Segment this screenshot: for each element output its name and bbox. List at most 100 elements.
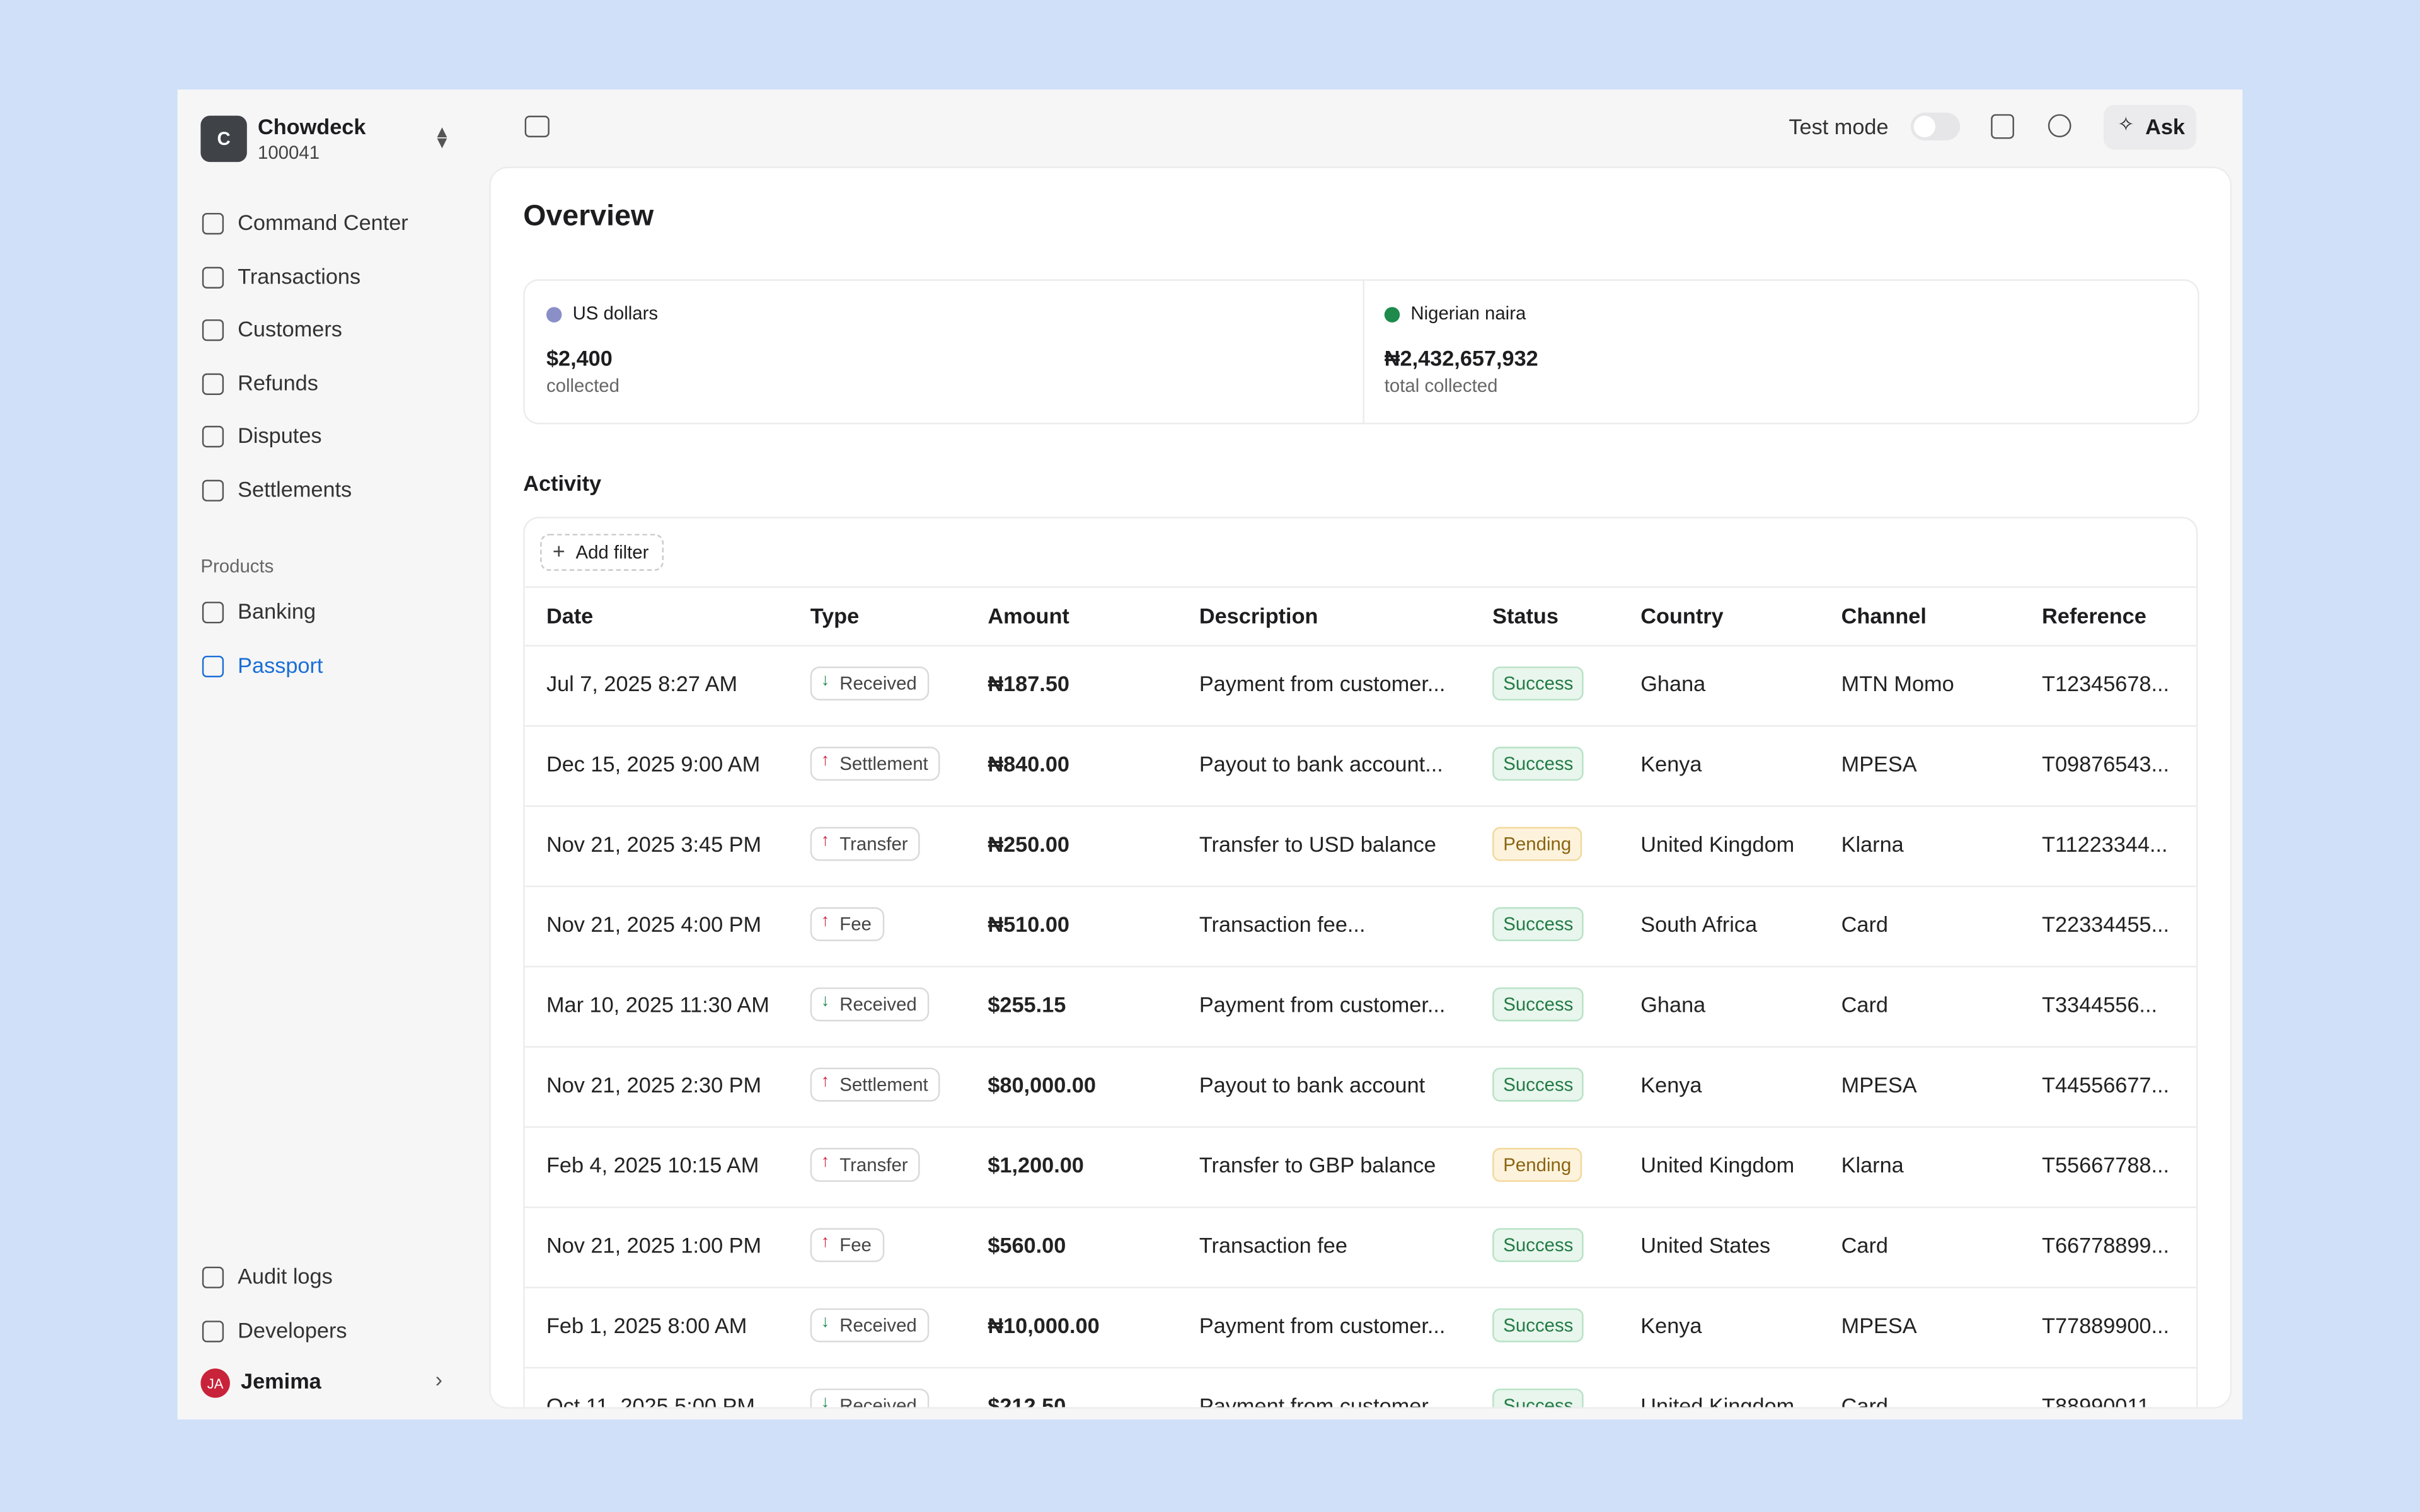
cell: MTN Momo bbox=[1841, 671, 1954, 696]
cell: Payment from customer... bbox=[1199, 1313, 1446, 1338]
nav-item[interactable]: Banking bbox=[238, 598, 316, 624]
type-pill: Received ↓ bbox=[810, 1389, 930, 1409]
cell: ₦10,000.00 bbox=[988, 1313, 1100, 1338]
nav-item[interactable]: Refunds bbox=[238, 369, 318, 394]
cell: $255.15 bbox=[988, 992, 1066, 1017]
cell: Payment from customer... bbox=[1199, 992, 1446, 1017]
ask-button[interactable]: Ask ✧ bbox=[2103, 105, 2196, 150]
column-header: Amount bbox=[988, 603, 1069, 628]
nav-item[interactable]: Passport bbox=[238, 651, 323, 677]
arrow: ↓ bbox=[821, 671, 830, 690]
section-title: Activity bbox=[523, 470, 602, 496]
add-filter-label: Add filter bbox=[575, 541, 649, 563]
cell: Transfer to GBP balance bbox=[1199, 1152, 1436, 1177]
cell: Payout to bank account... bbox=[1199, 751, 1443, 776]
cell: ₦840.00 bbox=[988, 751, 1069, 776]
nav-item[interactable]: Audit logs bbox=[238, 1263, 333, 1288]
icon bbox=[202, 655, 224, 677]
cell: Nov 21, 2025 4:00 PM bbox=[546, 912, 762, 937]
column-header: Type bbox=[810, 603, 860, 628]
status-pill: Success bbox=[1492, 907, 1584, 941]
type-pill: Settlement ↑ bbox=[810, 747, 941, 781]
cell: T22334455... bbox=[2042, 912, 2170, 937]
arrow: ↓ bbox=[821, 992, 830, 1011]
settings-button[interactable] bbox=[2048, 114, 2071, 137]
org-avatar: C bbox=[200, 115, 247, 163]
row-divider bbox=[524, 805, 2196, 807]
status-pill: Success bbox=[1492, 1067, 1584, 1102]
nav-item[interactable]: Command Center bbox=[238, 210, 408, 235]
cell: Nov 21, 2025 1:00 PM bbox=[546, 1232, 762, 1257]
nav-item[interactable]: Disputes bbox=[238, 423, 322, 448]
arrow: ↑ bbox=[821, 751, 830, 770]
cell: Card bbox=[1841, 1393, 1888, 1409]
org-name[interactable]: Chowdeck bbox=[257, 114, 366, 139]
type-pill: Fee ↑ bbox=[810, 1228, 884, 1263]
nav-item[interactable]: Developers bbox=[238, 1317, 347, 1342]
divider bbox=[1363, 280, 1364, 423]
cell: Payment from customer... bbox=[1199, 671, 1446, 696]
cell: Oct 11, 2025 5:00 PM bbox=[546, 1393, 755, 1409]
row-divider bbox=[524, 725, 2196, 727]
user-name[interactable]: Jemima bbox=[241, 1368, 321, 1394]
org-switch: ▲ ▼ bbox=[434, 123, 451, 153]
arrow: ↓ bbox=[821, 1313, 830, 1332]
cell: MPESA bbox=[1841, 1072, 1917, 1097]
type-pill: Received ↓ bbox=[810, 666, 930, 701]
type-pill: Transfer ↑ bbox=[810, 1148, 921, 1182]
column-header: Status bbox=[1492, 603, 1559, 628]
cell: T44556677... bbox=[2042, 1072, 2170, 1097]
cell: Feb 4, 2025 10:15 AM bbox=[546, 1152, 759, 1177]
column-header: Reference bbox=[2042, 603, 2146, 628]
row-divider bbox=[524, 966, 2196, 968]
icon bbox=[202, 372, 224, 394]
cell: Transaction fee... bbox=[1199, 912, 1366, 937]
cell: T12345678... bbox=[2042, 671, 2170, 696]
status-pill: Success bbox=[1492, 666, 1584, 701]
help-button[interactable] bbox=[1991, 114, 2014, 139]
user-avatar: JA bbox=[200, 1368, 230, 1398]
status-pill: Success bbox=[1492, 1308, 1584, 1343]
cell: Payment from customer... bbox=[1199, 1393, 1446, 1409]
cell: ₦187.50 bbox=[988, 671, 1069, 696]
cell: T09876543... bbox=[2042, 751, 2170, 776]
cell: MPESA bbox=[1841, 751, 1917, 776]
cell: T55667788... bbox=[2042, 1152, 2170, 1177]
cell: Transaction fee bbox=[1199, 1232, 1347, 1257]
cell: Jul 7, 2025 8:27 AM bbox=[546, 671, 738, 696]
cell: ₦250.00 bbox=[988, 832, 1069, 857]
cell: T77889900... bbox=[2042, 1313, 2170, 1338]
nav-item[interactable]: Settlements bbox=[238, 476, 352, 501]
cell: Payout to bank account bbox=[1199, 1072, 1426, 1097]
cell: Ghana bbox=[1640, 992, 1706, 1017]
arrow: ↑ bbox=[821, 1072, 830, 1091]
arrow: ↑ bbox=[821, 912, 830, 931]
status-pill: Success bbox=[1492, 1228, 1584, 1263]
cell: T88990011... bbox=[2042, 1393, 2168, 1409]
nav-item[interactable]: Customers bbox=[238, 316, 342, 341]
flag bbox=[546, 307, 562, 323]
icon bbox=[202, 1266, 224, 1288]
add-filter[interactable]: + Add filter bbox=[540, 534, 664, 571]
amount: $2,400 bbox=[546, 345, 613, 370]
cell: Kenya bbox=[1640, 1072, 1702, 1097]
caption: collected bbox=[546, 375, 619, 397]
sidebar-toggle[interactable] bbox=[524, 115, 550, 137]
column-header: Channel bbox=[1841, 603, 1927, 628]
type-pill: Received ↓ bbox=[810, 1308, 930, 1343]
cell: South Africa bbox=[1640, 912, 1758, 937]
main-panel: Overview US dollars $2,400 collected Nigeria… bbox=[489, 166, 2232, 1409]
type-pill: Transfer ↑ bbox=[810, 827, 921, 861]
cell: Ghana bbox=[1640, 671, 1706, 696]
row-divider bbox=[524, 1126, 2196, 1128]
icon bbox=[202, 319, 224, 341]
nav-item[interactable]: Transactions bbox=[238, 263, 361, 288]
arrow: ↓ bbox=[821, 1393, 830, 1409]
cell: ₦510.00 bbox=[988, 912, 1069, 937]
cell: $80,000.00 bbox=[988, 1072, 1096, 1097]
type-pill: Fee ↑ bbox=[810, 907, 884, 941]
cell: $1,200.00 bbox=[988, 1152, 1084, 1177]
plus: + bbox=[552, 538, 565, 563]
column-header: Description bbox=[1199, 603, 1318, 628]
icon bbox=[202, 266, 224, 288]
